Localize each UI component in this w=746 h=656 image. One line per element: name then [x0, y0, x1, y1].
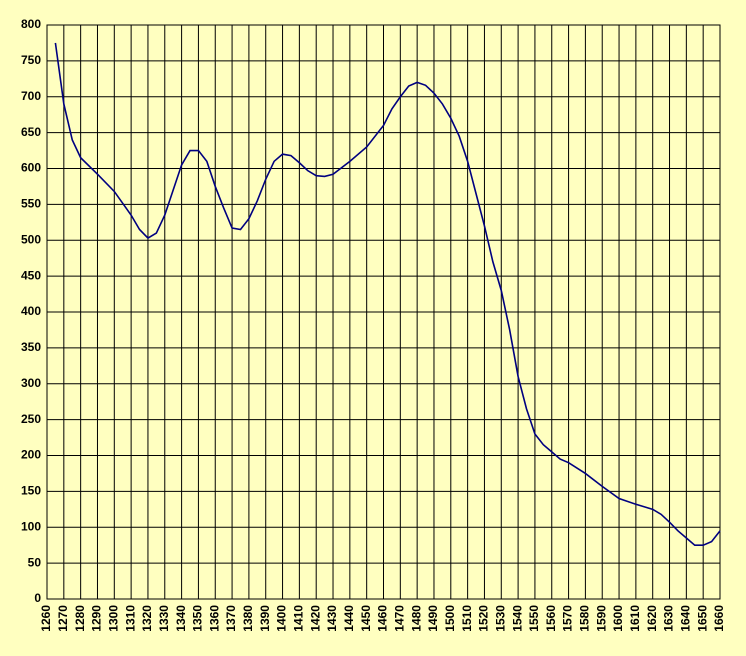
- line-series: [54, 42, 721, 546]
- y-tick-label: 50: [28, 555, 42, 569]
- x-tick-label: 1280: [73, 605, 87, 632]
- x-tick-label: 1320: [140, 605, 154, 632]
- y-tick-label: 0: [34, 591, 41, 605]
- y-tick-label: 750: [21, 53, 41, 67]
- x-tick-label: 1350: [191, 605, 205, 632]
- y-tick-label: 550: [21, 197, 41, 211]
- x-tick-label: 1390: [258, 605, 272, 632]
- x-tick-label: 1340: [174, 605, 188, 632]
- x-tick-label: 1470: [392, 605, 406, 632]
- x-tick-label: 1620: [645, 605, 659, 632]
- x-tick-label: 1310: [123, 605, 137, 632]
- x-tick-label: 1560: [544, 605, 558, 632]
- x-tick-label: 1490: [426, 605, 440, 632]
- x-tick-label: 1540: [510, 605, 524, 632]
- x-tick-label: 1530: [493, 605, 507, 632]
- x-tick-label: 1480: [409, 605, 423, 632]
- x-tick-label: 1650: [695, 605, 709, 632]
- x-tick-label: 1510: [460, 605, 474, 632]
- x-tick-label: 1520: [477, 605, 491, 632]
- y-tick-label: 350: [21, 340, 41, 354]
- y-tick-label: 400: [21, 304, 41, 318]
- y-tick-label: 150: [21, 484, 41, 498]
- y-tick-label: 600: [21, 161, 41, 175]
- x-tick-label: 1600: [611, 605, 625, 632]
- x-tick-label: 1270: [56, 605, 70, 632]
- x-tick-label: 1370: [224, 605, 238, 632]
- x-tick-label: 1580: [578, 605, 592, 632]
- y-tick-label: 650: [21, 125, 41, 139]
- x-tick-label: 1630: [662, 605, 676, 632]
- x-tick-label: 1300: [106, 605, 120, 632]
- y-tick-label: 800: [21, 17, 41, 31]
- x-tick-label: 1610: [628, 605, 642, 632]
- x-tick-label: 1360: [207, 605, 221, 632]
- y-tick-label: 200: [21, 448, 41, 462]
- x-tick-label: 1590: [594, 605, 608, 632]
- x-tick-label: 1410: [292, 605, 306, 632]
- y-tick-label: 300: [21, 376, 41, 390]
- y-tick-label: 100: [21, 519, 41, 533]
- y-tick-label: 450: [21, 268, 41, 282]
- x-tick-label: 1450: [359, 605, 373, 632]
- x-tick-label: 1500: [443, 605, 457, 632]
- x-tick-label: 1640: [679, 605, 693, 632]
- x-tick-label: 1260: [39, 605, 53, 632]
- x-tick-label: 1440: [342, 605, 356, 632]
- y-tick-label: 500: [21, 232, 41, 246]
- x-tick-label: 1430: [325, 605, 339, 632]
- plot-frame: [46, 24, 721, 600]
- x-tick-label: 1330: [157, 605, 171, 632]
- x-tick-label: 1460: [376, 605, 390, 632]
- x-tick-label: 1660: [712, 605, 726, 632]
- x-tick-label: 1570: [561, 605, 575, 632]
- y-tick-label: 250: [21, 412, 41, 426]
- x-tick-label: 1290: [90, 605, 104, 632]
- x-tick-label: 1420: [308, 605, 322, 632]
- x-tick-label: 1550: [527, 605, 541, 632]
- x-tick-label: 1400: [275, 605, 289, 632]
- y-tick-label: 700: [21, 89, 41, 103]
- x-tick-label: 1380: [241, 605, 255, 632]
